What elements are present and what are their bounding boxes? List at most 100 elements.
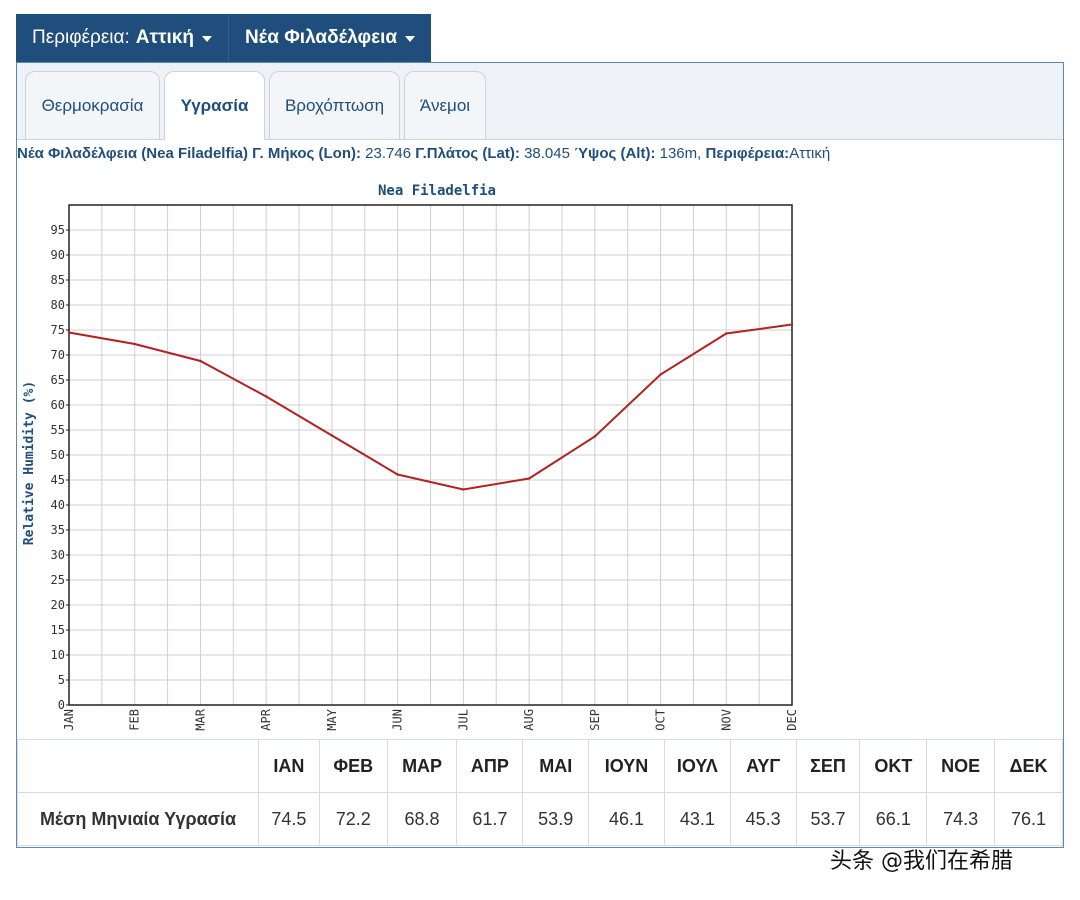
content-panel: Θερμοκρασία Υγρασία Βροχόπτωση Άνεμοι Νέ… <box>16 62 1064 848</box>
x-tick-label: JAN <box>62 709 76 731</box>
data-point <box>330 434 334 437</box>
table-header-cell: ΙΟΥΛ <box>663 739 731 793</box>
x-tick-label: FEB <box>128 709 142 731</box>
alt-value: 136m, <box>659 145 702 162</box>
y-tick-label: 60 <box>51 398 65 412</box>
table-cell: 72.2 <box>318 792 388 846</box>
watermark: 头条 @我们在希腊 <box>830 849 1013 874</box>
data-point <box>462 488 465 491</box>
table-cell: 74.5 <box>257 792 320 846</box>
x-tick-label: NOV <box>719 709 733 731</box>
data-point <box>527 477 531 480</box>
station-name: Νέα Φιλαδέλφεια (Nea Filadelfia) <box>17 145 248 162</box>
y-tick-label: 0 <box>58 698 65 712</box>
caret-down-icon <box>405 36 416 42</box>
table-header-row: ΙΑΝ ΦΕΒ ΜΑΡ ΑΠΡ ΜΑΙ ΙΟΥΝ ΙΟΥΛ ΑΥΓ ΣΕΠ ΟΚ… <box>17 739 1063 793</box>
x-tick-label: APR <box>259 708 273 730</box>
table-header-cell: ΟΚΤ <box>859 739 928 793</box>
lon-label: Γ. Μήκος (Lon): <box>252 145 361 162</box>
region-dropdown-label: Περιφέρεια: <box>32 27 130 48</box>
y-tick-label: 75 <box>51 323 65 337</box>
y-tick-label: 70 <box>51 348 65 362</box>
table-header-cell: ΜΑΡ <box>386 739 458 793</box>
x-tick-label: MAR <box>193 708 207 730</box>
y-tick-label: 15 <box>51 623 65 637</box>
table-header-cell: ΜΑΙ <box>522 739 590 793</box>
lat-value: 38.045 <box>524 145 570 162</box>
y-tick-label: 45 <box>51 473 65 487</box>
y-tick-label: 80 <box>51 298 65 312</box>
x-tick-label: AUG <box>522 709 536 731</box>
chart-grid <box>69 205 792 705</box>
table-cell: 61.7 <box>456 792 524 846</box>
table-cell: 76.1 <box>994 792 1063 846</box>
y-tick-label: 55 <box>51 423 65 437</box>
lat-label: Γ.Πλάτος (Lat): <box>415 145 520 162</box>
tab-rainfall[interactable]: Βροχόπτωση <box>269 71 400 139</box>
table-cell: 53.7 <box>795 792 861 846</box>
humidity-chart: Nea Filadelfia Relative Humidity (%) 0 5 1… <box>22 183 799 731</box>
tab-strip: Θερμοκρασία Υγρασία Βροχόπτωση Άνεμοι <box>17 63 1063 140</box>
station-dropdown-value: Νέα Φιλαδέλφεια <box>244 27 398 48</box>
alt-label: Ύψος (Alt): <box>574 145 656 162</box>
table-cell: 66.1 <box>859 792 928 846</box>
y-tick-label: 30 <box>51 548 65 562</box>
region-label: Περιφέρεια: <box>705 145 790 162</box>
chart-series <box>67 323 794 491</box>
y-tick-label: 95 <box>51 223 65 237</box>
y-tick-label: 40 <box>51 498 65 512</box>
table-cell: 46.1 <box>588 792 665 846</box>
tab-winds[interactable]: Άνεμοι <box>404 71 486 139</box>
y-tick-label: 10 <box>51 648 65 662</box>
chart-title: Nea Filadelfia <box>378 183 496 199</box>
table-corner-cell <box>17 739 259 793</box>
x-tick-label: OCT <box>654 709 668 731</box>
x-tick-label: JUN <box>391 709 405 731</box>
table-cell: 74.3 <box>926 792 996 846</box>
tab-temperature[interactable]: Θερμοκρασία <box>25 71 160 139</box>
region-value: Αττική <box>789 145 831 162</box>
top-navbar: Περιφέρεια: Αττική Νέα Φιλαδέλφεια <box>16 14 432 62</box>
chart-y-axis-label: Relative Humidity (%) <box>22 381 37 545</box>
humidity-line <box>68 323 793 491</box>
table-header-cell: ΝΟΕ <box>926 739 996 793</box>
region-dropdown[interactable]: Περιφέρεια: Αττική <box>16 14 228 62</box>
table-cell: 45.3 <box>729 792 797 846</box>
region-dropdown-value: Αττική <box>135 27 194 48</box>
chart-y-ticks: 0 5 10 15 20 25 30 35 40 45 50 55 60 65 70 75 80 85 90 95 <box>51 223 69 712</box>
data-point <box>593 435 597 438</box>
table-header-cell: ΣΕΠ <box>795 739 861 793</box>
y-tick-label: 35 <box>51 523 65 537</box>
y-tick-label: 20 <box>51 598 65 612</box>
data-point <box>396 473 399 476</box>
table-cell: 43.1 <box>663 792 731 846</box>
lon-value: 23.746 <box>365 145 412 162</box>
caret-down-icon <box>201 36 212 42</box>
data-point <box>133 342 136 346</box>
plot-frame <box>68 204 793 706</box>
row-label: Μέση Μηνιαία Υγρασία <box>17 792 259 846</box>
y-tick-label: 5 <box>58 673 65 687</box>
x-tick-label: MAY <box>325 708 339 730</box>
data-point <box>67 331 71 334</box>
y-tick-label: 50 <box>51 448 65 462</box>
humidity-table: ΙΑΝ ΦΕΒ ΜΑΡ ΑΠΡ ΜΑΙ ΙΟΥΝ ΙΟΥΛ ΑΥΓ ΣΕΠ ΟΚ… <box>17 739 1063 846</box>
data-point <box>199 359 202 363</box>
station-dropdown[interactable]: Νέα Φιλαδέλφεια <box>227 14 432 62</box>
table-header-cell: ΔΕΚ <box>994 739 1063 793</box>
tab-humidity[interactable]: Υγρασία <box>164 71 265 140</box>
table-header-cell: ΑΠΡ <box>456 739 524 793</box>
data-point <box>264 395 268 398</box>
table-header-cell: ΙΑΝ <box>257 739 320 793</box>
table-row: Μέση Μηνιαία Υγρασία 74.5 72.2 68.8 61.7… <box>17 792 1063 846</box>
data-point <box>659 373 662 376</box>
data-point <box>725 332 728 335</box>
y-tick-label: 25 <box>51 573 65 587</box>
x-tick-label: JUL <box>456 709 470 731</box>
table-cell: 68.8 <box>386 792 458 846</box>
x-tick-label: SEP <box>588 709 602 731</box>
y-tick-label: 85 <box>51 273 65 287</box>
y-tick-label: 65 <box>51 373 65 387</box>
station-info: Νέα Φιλαδέλφεια (Nea Filadelfia) Γ. Μήκο… <box>17 145 830 162</box>
table-cell: 53.9 <box>522 792 590 846</box>
